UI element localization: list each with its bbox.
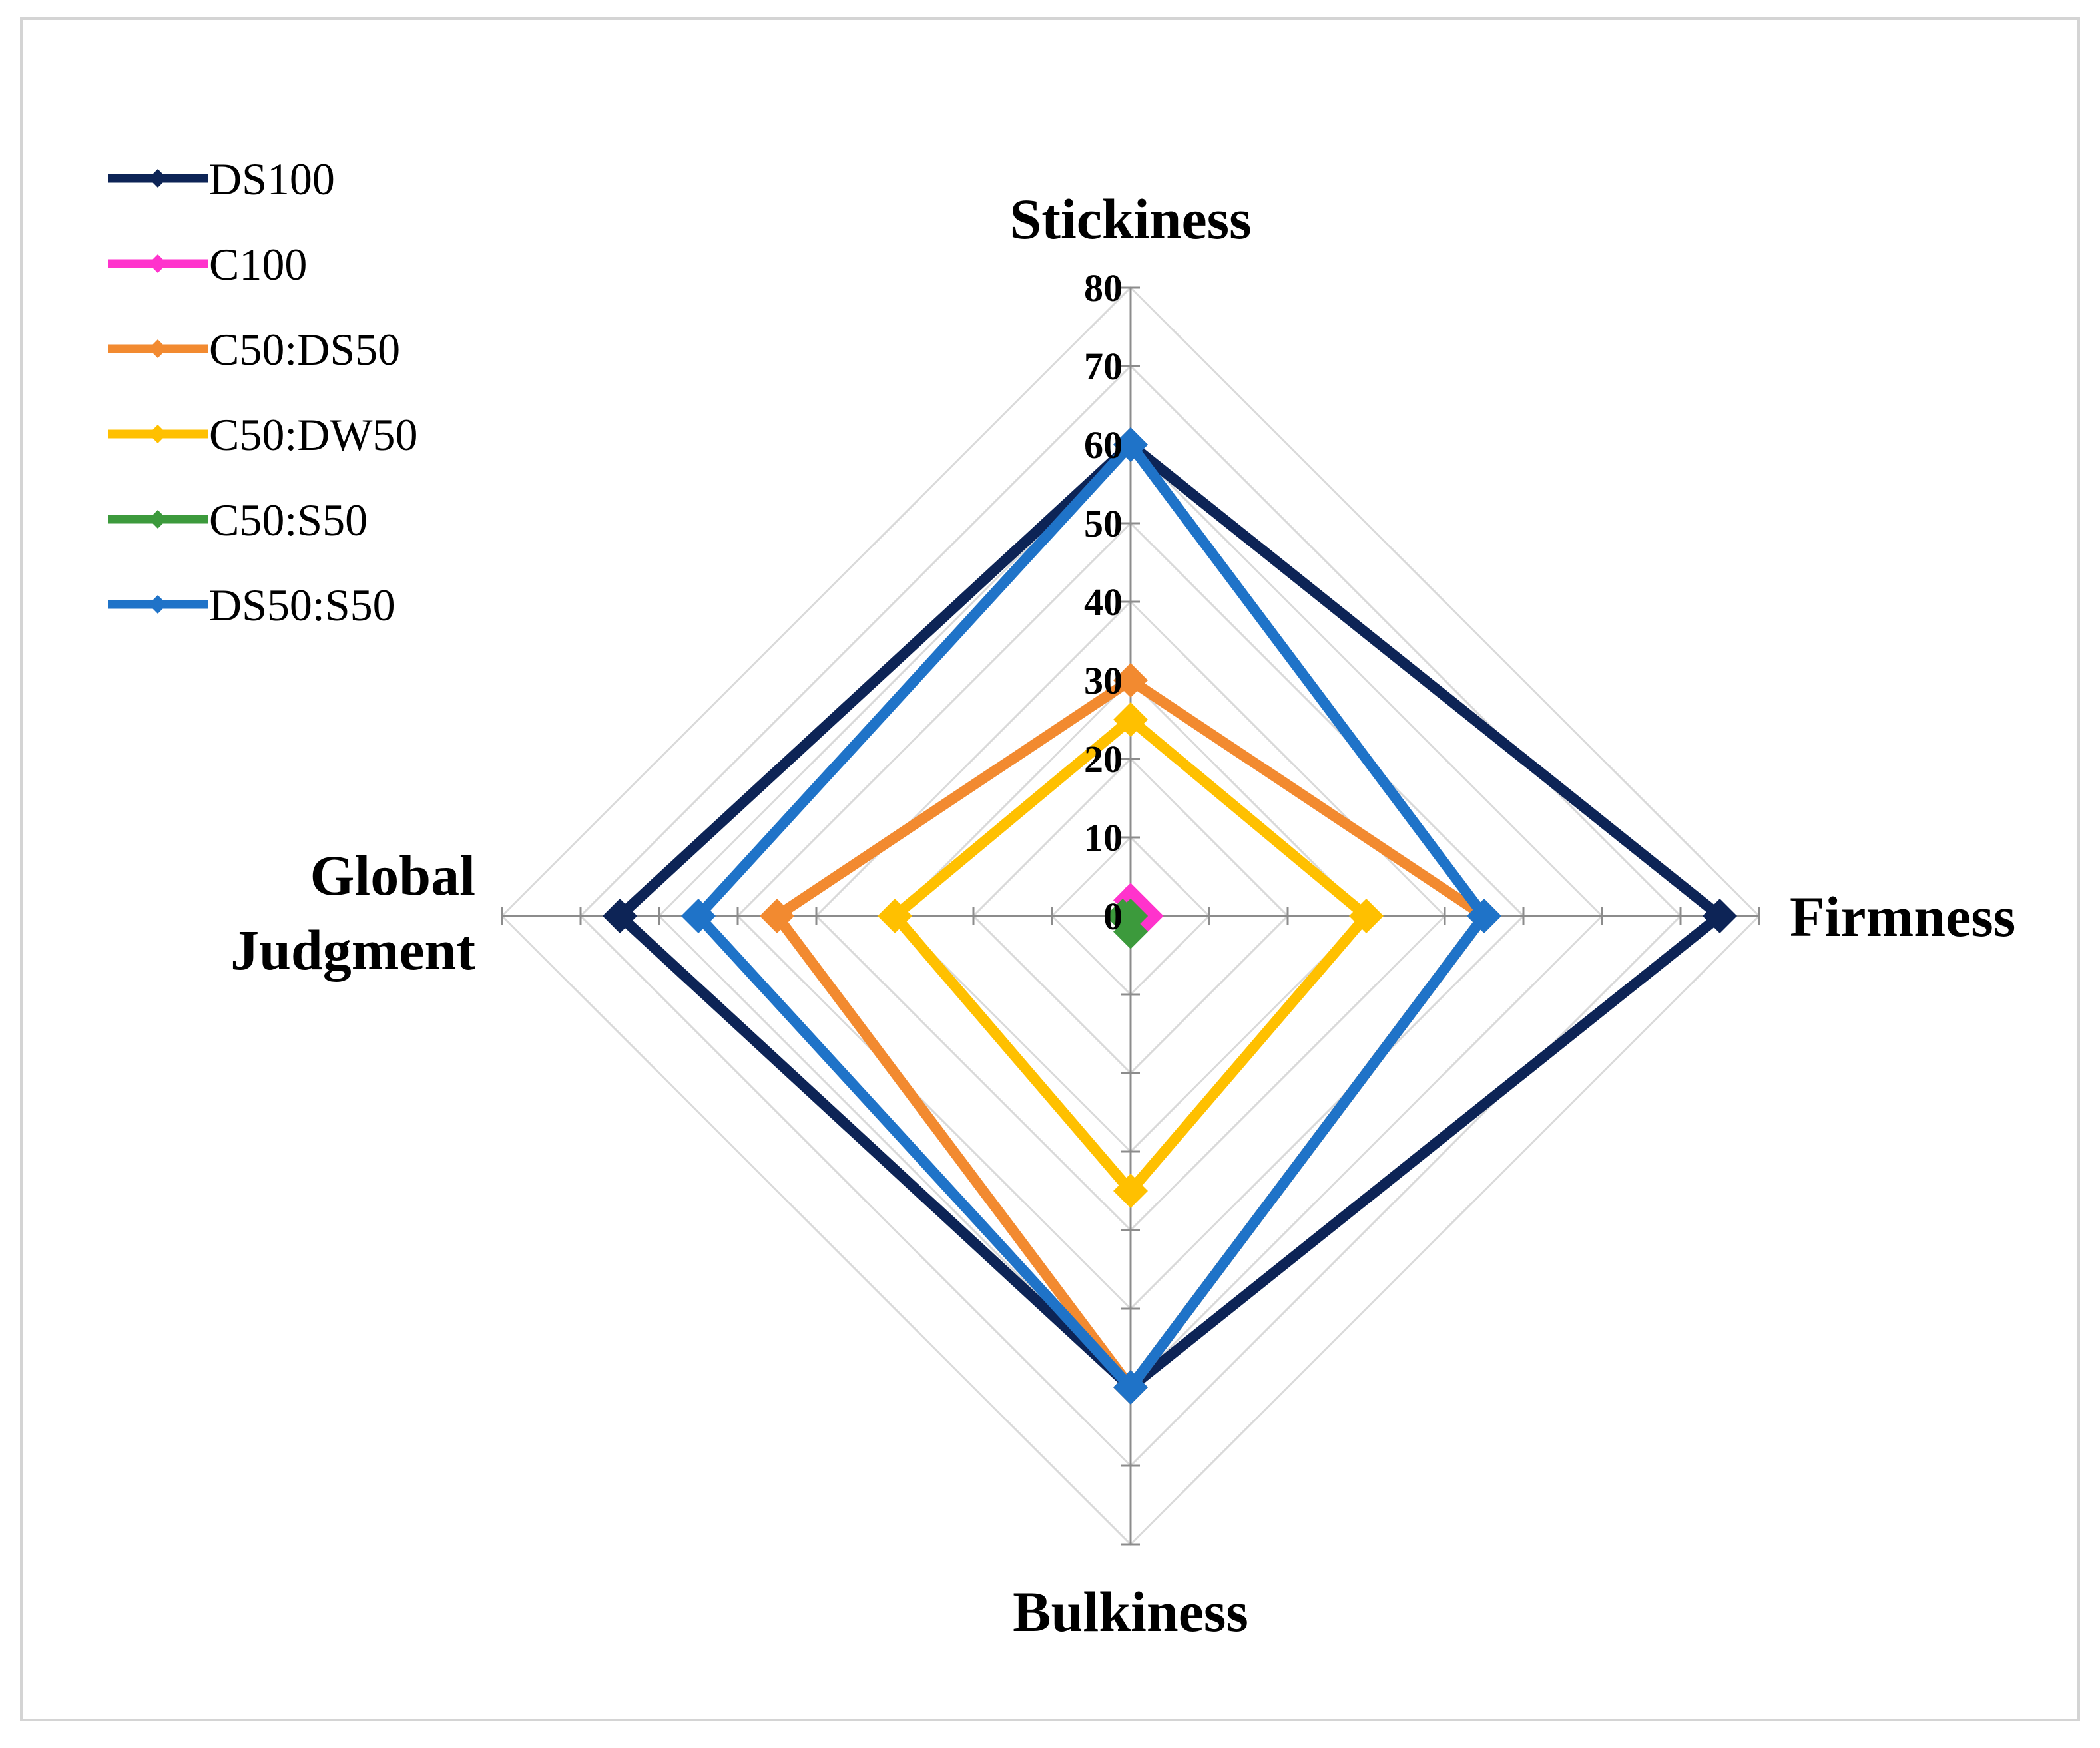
legend-swatch-marker-c50-s50 — [148, 510, 167, 529]
legend-label-c50-s50: C50:S50 — [209, 495, 368, 545]
axis-label-line: Firmness — [1790, 885, 2015, 949]
point-c50-ds50-global-judgment — [760, 899, 794, 933]
tick-label: 0 — [1103, 895, 1123, 938]
axis-label-stickiness: Stickiness — [1009, 187, 1251, 251]
axis-labels: Stickiness Firmness Bulkiness Global Judgmen… — [230, 187, 2015, 1643]
axis-label-bulkiness: Bulkiness — [1013, 1580, 1248, 1643]
tick-label: 70 — [1084, 345, 1123, 388]
point-ds100-global-judgment — [603, 899, 637, 933]
legend: DS100 C100 C50:DS50 C50:DW50 C50:S50 DS50:S50 — [108, 154, 418, 630]
point-ds50-s50-stickiness — [1113, 427, 1148, 462]
tick-label: 50 — [1084, 502, 1123, 545]
point-c50-dw50-firmness — [1349, 899, 1384, 933]
legend-label-c50-dw50: C50:DW50 — [209, 409, 418, 460]
legend-label-c50-ds50: C50:DS50 — [209, 324, 400, 375]
legend-swatch-marker-ds50-s50 — [148, 595, 167, 614]
axis-label-global-judgment: Global Judgment — [230, 843, 475, 982]
tick-label: 20 — [1084, 738, 1123, 781]
axis-label-line: Stickiness — [1009, 187, 1251, 251]
axis-label-line: Bulkiness — [1013, 1580, 1248, 1643]
chart-frame: 0 10 20 30 40 50 60 70 80 Stickiness Firmness Bulk… — [20, 17, 2080, 1721]
tick-label: 40 — [1084, 580, 1123, 624]
axis-label-line: Global — [310, 843, 475, 907]
tick-label: 10 — [1084, 816, 1123, 859]
point-ds100-firmness — [1703, 899, 1737, 933]
tick-label: 80 — [1084, 266, 1123, 310]
legend-swatch-marker-c50-ds50 — [148, 339, 167, 358]
tick-label: 30 — [1084, 659, 1123, 702]
tick-label: 60 — [1084, 423, 1123, 467]
point-ds50-s50-firmness — [1467, 899, 1501, 933]
point-c50-dw50-stickiness — [1113, 702, 1148, 737]
point-c50-dw50-global-judgment — [878, 899, 912, 933]
point-c50-ds50-stickiness — [1113, 663, 1148, 698]
axis-label-line: Judgment — [230, 918, 475, 982]
legend-swatch-marker-c100 — [148, 254, 167, 273]
point-c50-s50-global-judgment — [1105, 899, 1141, 933]
radial-tick-labels: 0 10 20 30 40 50 60 70 80 — [1084, 266, 1123, 938]
radar-series — [603, 427, 1737, 1405]
axis-label-firmness: Firmness — [1790, 885, 2015, 949]
legend-swatch-marker-c50-dw50 — [148, 425, 167, 443]
point-ds50-s50-bulkiness — [1113, 1370, 1148, 1405]
legend-label-ds50-s50: DS50:S50 — [209, 580, 395, 630]
radar-chart: 0 10 20 30 40 50 60 70 80 Stickiness Firmness Bulk… — [108, 154, 2015, 1643]
point-c50-dw50-bulkiness — [1113, 1174, 1148, 1208]
legend-label-ds100: DS100 — [209, 154, 335, 204]
point-ds50-s50-global-judgment — [681, 899, 716, 933]
legend-label-c100: C100 — [209, 239, 307, 290]
legend-swatch-marker-ds100 — [148, 169, 167, 188]
